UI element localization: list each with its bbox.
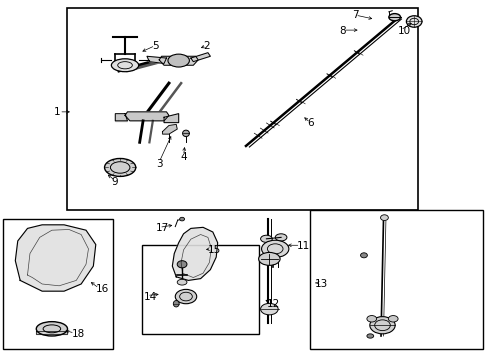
Text: 14: 14 [143, 292, 157, 302]
Text: 8: 8 [339, 26, 346, 36]
Ellipse shape [260, 303, 278, 315]
Text: 4: 4 [180, 152, 186, 162]
Bar [66, 8, 417, 211]
Text: 3: 3 [156, 159, 162, 169]
Bar [310, 211, 483, 348]
Polygon shape [163, 114, 178, 123]
Polygon shape [162, 125, 177, 134]
Ellipse shape [260, 235, 272, 242]
Text: 1: 1 [53, 107, 60, 117]
Polygon shape [125, 112, 168, 121]
Text: 13: 13 [315, 279, 328, 289]
Text: 6: 6 [306, 118, 313, 128]
Text: 15: 15 [207, 245, 221, 255]
Text: 18: 18 [71, 329, 84, 339]
Text: 12: 12 [266, 299, 279, 309]
Ellipse shape [366, 316, 376, 322]
Ellipse shape [104, 158, 136, 176]
Text: 11: 11 [297, 241, 310, 251]
Ellipse shape [175, 289, 196, 304]
Ellipse shape [366, 334, 373, 338]
Ellipse shape [173, 301, 179, 307]
Ellipse shape [258, 252, 280, 265]
Ellipse shape [36, 321, 67, 336]
Polygon shape [36, 330, 67, 334]
Text: 9: 9 [112, 177, 118, 187]
Polygon shape [147, 56, 166, 63]
Text: 16: 16 [96, 284, 109, 294]
Ellipse shape [261, 240, 288, 257]
Bar [142, 244, 259, 334]
Ellipse shape [406, 16, 421, 27]
Ellipse shape [380, 215, 387, 221]
Ellipse shape [387, 316, 397, 322]
Ellipse shape [182, 130, 189, 136]
Ellipse shape [167, 54, 189, 67]
Polygon shape [115, 114, 127, 121]
Ellipse shape [275, 234, 286, 241]
Ellipse shape [388, 14, 400, 21]
Ellipse shape [179, 217, 184, 221]
Ellipse shape [369, 317, 394, 334]
Ellipse shape [177, 279, 186, 285]
Text: 10: 10 [397, 26, 410, 36]
Polygon shape [172, 227, 217, 280]
Polygon shape [15, 225, 96, 291]
Polygon shape [190, 53, 210, 62]
Text: 2: 2 [203, 41, 209, 50]
Ellipse shape [360, 253, 366, 258]
Text: 7: 7 [351, 10, 358, 20]
Ellipse shape [111, 59, 139, 72]
Bar [3, 220, 113, 348]
Text: 17: 17 [156, 224, 169, 233]
Ellipse shape [177, 261, 186, 268]
Text: 5: 5 [152, 41, 158, 50]
Polygon shape [159, 56, 198, 65]
